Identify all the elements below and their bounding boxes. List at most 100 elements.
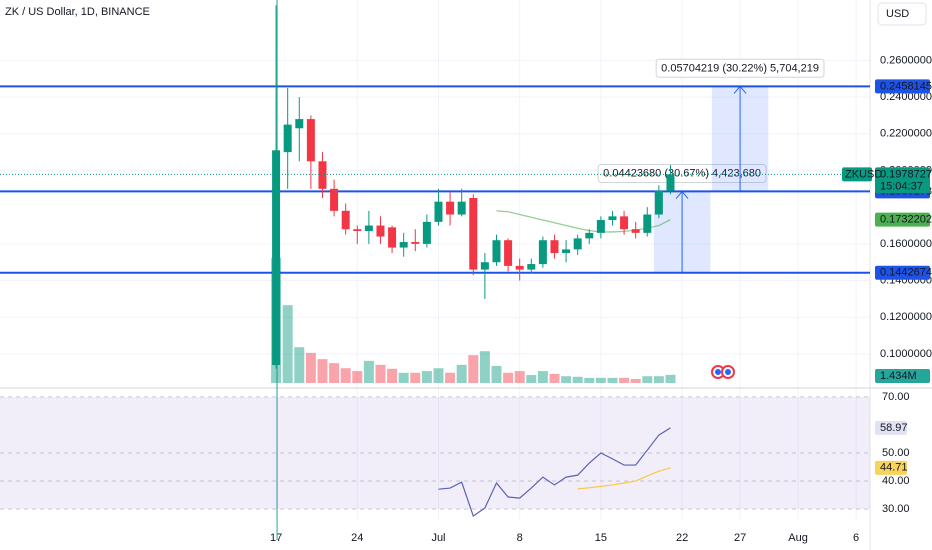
- x-tick-label: 8: [517, 532, 523, 544]
- volume-bar: [653, 376, 664, 383]
- candle-body: [434, 201, 443, 222]
- volume-bar: [445, 372, 456, 383]
- volume-bar: [619, 377, 630, 383]
- candle-body: [388, 227, 397, 248]
- volume-label: 1.434M: [880, 370, 917, 382]
- volume-bar: [352, 371, 363, 383]
- rsi-ma-label: 44.71: [880, 462, 908, 474]
- x-tick-label: 22: [676, 532, 688, 544]
- rsi-ma-line: [577, 467, 671, 490]
- level-label: 0.14426743: [880, 267, 932, 279]
- candle-body: [480, 262, 489, 270]
- ma-label-bg: [875, 212, 930, 227]
- rsi-tick-label: 40.00: [882, 475, 910, 487]
- volume-bar: [595, 377, 606, 383]
- volume-bar: [282, 305, 293, 383]
- volume-bar: [549, 373, 560, 383]
- volume-bar: [387, 368, 398, 383]
- volume-bar: [305, 352, 316, 383]
- level-label-bg: [875, 265, 930, 280]
- countdown: 15:04:37: [880, 180, 923, 192]
- measure-label: 0.05704219 (30.22%) 5,704,219: [661, 62, 819, 74]
- rsi-label-bg: [875, 420, 907, 435]
- currency-button[interactable]: [877, 2, 927, 26]
- candle-body: [272, 150, 281, 365]
- volume-bar: [398, 372, 409, 383]
- ma-label: 0.17322029: [880, 214, 932, 226]
- candle-body: [457, 201, 466, 215]
- moving-average: [496, 210, 671, 233]
- candle-body: [527, 264, 536, 270]
- candle-body: [399, 242, 408, 248]
- price-badge-bg: [875, 167, 930, 194]
- candle-body: [596, 220, 605, 233]
- candle-body: [631, 229, 640, 233]
- candle-body: [283, 124, 292, 153]
- candle-body: [330, 188, 339, 211]
- volume-bar: [294, 347, 305, 383]
- candle-body: [562, 249, 571, 254]
- candle-body: [411, 242, 420, 244]
- candle-body: [666, 174, 675, 191]
- rsi-tick-label: 70.00: [882, 391, 910, 403]
- x-tick-label: 6: [853, 532, 859, 544]
- candle-body: [515, 265, 524, 270]
- measure-label-box: [597, 163, 767, 183]
- volume-bar: [607, 377, 618, 383]
- candle-body: [318, 161, 327, 189]
- candle-body: [295, 119, 304, 129]
- volume-bar: [491, 365, 502, 383]
- x-tick-label: Aug: [788, 532, 808, 544]
- level-label-bg: [875, 79, 930, 94]
- rsi-label: 58.97: [880, 422, 908, 434]
- candle-body: [353, 229, 362, 232]
- volume-bar: [630, 379, 641, 383]
- candle-body: [550, 240, 559, 254]
- currency-label[interactable]: USD: [886, 8, 909, 20]
- volume-bar: [433, 368, 444, 383]
- volume-bar: [572, 376, 583, 383]
- chart-title: ZK / US Dollar, 1D, BINANCE: [5, 6, 150, 18]
- candle-body: [469, 198, 478, 270]
- symbol-badge: [842, 167, 872, 182]
- event-icon-inner: [715, 369, 721, 375]
- candle-body: [446, 201, 455, 215]
- volume-bar: [421, 371, 432, 383]
- measure-label: 0.04423680 (30.67%) 4,423,680: [603, 167, 761, 179]
- volume-bar: [363, 360, 374, 383]
- volume-bar: [526, 375, 537, 383]
- candle-body: [492, 240, 501, 263]
- candle-body: [585, 232, 594, 239]
- volume-bar: [561, 376, 572, 383]
- volume-bar: [503, 372, 514, 383]
- volume-bar: [456, 364, 467, 383]
- volume-bar: [584, 377, 595, 383]
- level-label: 0.24581454: [880, 80, 932, 92]
- volume-bar: [665, 374, 676, 383]
- volume-bar: [410, 372, 421, 383]
- x-tick-label: Jul: [431, 532, 445, 544]
- candle-body: [364, 225, 373, 232]
- rsi-ma-label-bg: [875, 460, 907, 475]
- symbol-label: ZKUSD: [845, 168, 882, 180]
- event-icon-inner: [725, 369, 731, 375]
- x-tick-label: 17: [270, 532, 282, 544]
- measure-label-box: [655, 58, 825, 78]
- candle-body: [608, 216, 617, 221]
- candle-body: [654, 190, 663, 215]
- candle-body: [376, 225, 385, 237]
- candle-body: [573, 238, 582, 250]
- volume-bar: [537, 371, 548, 383]
- volume-bar: [329, 363, 340, 383]
- candle-body: [643, 214, 652, 233]
- x-tick-label: 24: [351, 532, 363, 544]
- candle-body: [422, 221, 431, 244]
